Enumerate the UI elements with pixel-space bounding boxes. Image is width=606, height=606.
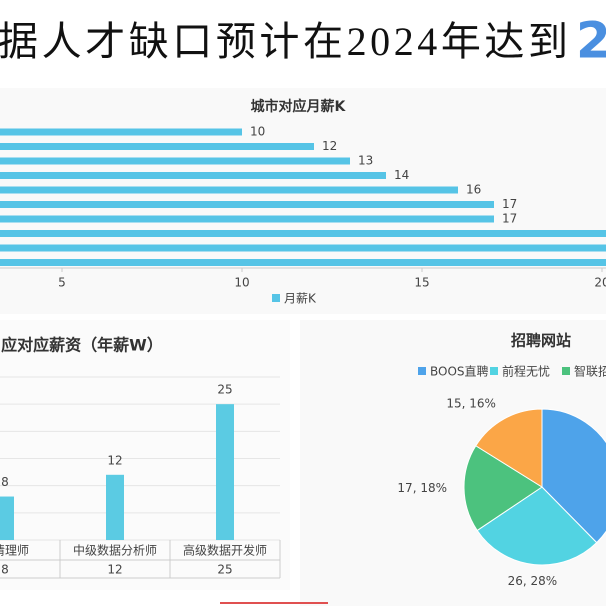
bar: [0, 244, 606, 252]
chart-title: 招聘网站: [511, 332, 571, 350]
value-label: 10: [250, 125, 265, 139]
value-label: 14: [394, 168, 409, 182]
value-label: 16: [466, 183, 481, 197]
bar: [0, 496, 14, 540]
value-label: 13: [358, 154, 373, 168]
chart-title: 城市对应月薪K: [251, 98, 347, 115]
category-label: 高级数据开发师: [183, 543, 267, 558]
x-tick-label: 5: [58, 276, 66, 290]
legend-label: 月薪K: [284, 292, 317, 306]
table-value: 25: [217, 563, 232, 577]
pie-slice: [475, 408, 543, 488]
bar: [106, 474, 124, 540]
value-label: 12: [107, 453, 122, 467]
title-highlight: 2: [576, 12, 606, 70]
bar: [0, 128, 242, 136]
table-value: 8: [1, 563, 9, 577]
slice-label: 17, 18%: [397, 481, 447, 495]
bar: [0, 230, 606, 237]
category-label: 据清理师: [0, 544, 29, 558]
legend-label: 前程无忧: [502, 364, 550, 379]
legend-swatch: [418, 367, 426, 375]
value-label: 17: [502, 212, 517, 226]
pie-slice: [541, 408, 606, 544]
pie-slice: [463, 445, 543, 532]
value-label: 25: [217, 383, 232, 397]
page-title: 据人才缺口预计在2024年达到: [0, 19, 568, 64]
slice-label: 15, 16%: [446, 396, 496, 410]
bar: [0, 186, 458, 194]
bar: [0, 201, 494, 208]
bar: [0, 157, 350, 165]
legend-swatch: [272, 294, 280, 302]
bar: [0, 259, 606, 266]
bar: [0, 143, 314, 150]
x-tick-label: 10: [234, 276, 249, 290]
table-value: 12: [107, 563, 122, 577]
legend-label: BOOS直聘: [430, 365, 489, 379]
chart-title: 应对应薪资（年薪W）: [1, 336, 163, 355]
category-label: 中级数据分析师: [73, 543, 157, 558]
value-label: 12: [322, 139, 337, 153]
x-tick-label: 20: [594, 276, 606, 290]
bar: [0, 215, 494, 223]
legend-label: 智联招聘: [574, 364, 606, 379]
legend-swatch: [490, 367, 498, 375]
panel: [0, 320, 290, 590]
pie-slice: [476, 486, 598, 566]
slice-label: 26, 28%: [508, 574, 558, 588]
x-tick-label: 15: [414, 276, 429, 290]
bar: [0, 172, 386, 179]
value-label: 8: [1, 475, 9, 489]
legend-swatch: [562, 367, 570, 375]
bar: [216, 404, 234, 540]
value-label: 17: [502, 197, 517, 211]
underline: [220, 602, 328, 604]
